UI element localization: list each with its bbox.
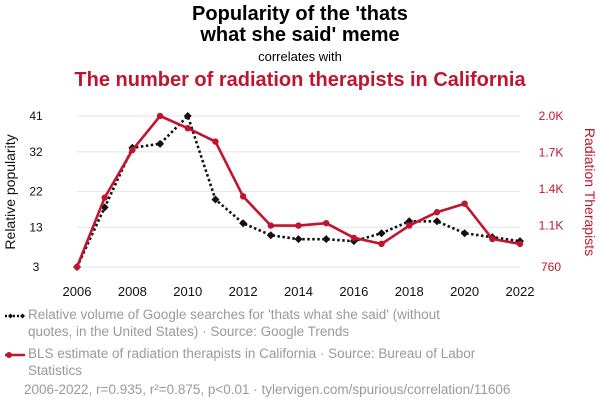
- data-point-radiation-therapists: [73, 263, 81, 271]
- chart-title-line-2: what she said' meme: [200, 24, 400, 46]
- x-tick-label: 2022: [506, 284, 535, 299]
- data-point-google-searches: [377, 229, 386, 238]
- data-point-google-searches: [460, 229, 469, 238]
- y-left-tick-label: 22: [29, 185, 43, 199]
- x-tick-label: 2014: [284, 284, 313, 299]
- y-left-tick-label: 32: [29, 145, 43, 159]
- chart-title: Popularity of the 'thats what she said' …: [0, 4, 600, 46]
- data-point-google-searches: [239, 219, 248, 228]
- data-point-radiation-therapists: [156, 112, 164, 120]
- data-point-radiation-therapists: [433, 209, 441, 216]
- chart-title-line-1: Popularity of the 'thats: [192, 3, 408, 25]
- data-point-radiation-therapists: [295, 222, 302, 229]
- data-point-radiation-therapists: [461, 200, 468, 207]
- y-right-tick-label: 760: [541, 260, 561, 274]
- x-tick-label: 2006: [63, 284, 92, 299]
- data-point-radiation-therapists: [239, 193, 247, 200]
- y-right-axis-label: Radiation Therapists: [582, 128, 598, 256]
- data-point-google-searches: [266, 231, 275, 240]
- footer-stats: 2006-2022, r=0.935, r²=0.875, p<0.01 · t…: [24, 382, 511, 397]
- data-point-google-searches: [211, 195, 220, 204]
- axis-text: 3 13 22 32 41 760 1.1K 1.4K 1.7K 2.0K 2006 2008 2010…: [2, 109, 598, 299]
- y-left-tick-label: 41: [29, 109, 43, 123]
- y-right-tick-label: 1.7K: [539, 146, 564, 160]
- data-point-radiation-therapists: [212, 138, 219, 145]
- y-right-tick-label: 1.1K: [539, 219, 564, 233]
- chart-subtitle: The number of radiation therapists in Ca…: [74, 69, 526, 91]
- grid-lines: [77, 115, 520, 268]
- correlates-with-label: correlates with: [258, 49, 342, 64]
- y-left-axis-label: Relative popularity: [2, 134, 18, 249]
- legend-marker-dotted-line-icon: [5, 313, 25, 319]
- data-point-google-searches: [322, 235, 331, 244]
- data-point-radiation-therapists: [406, 222, 413, 229]
- y-left-tick-label: 13: [29, 220, 43, 234]
- x-tick-label: 2020: [450, 284, 479, 299]
- data-point-radiation-therapists: [489, 235, 496, 243]
- x-tick-label: 2012: [229, 284, 258, 299]
- data-point-radiation-therapists: [184, 124, 191, 132]
- x-tick-label: 2016: [339, 284, 368, 299]
- data-point-google-searches: [294, 235, 303, 244]
- data-point-google-searches: [156, 139, 165, 148]
- x-tick-label: 2008: [118, 284, 147, 299]
- y-left-tick-label: 3: [33, 260, 40, 274]
- legend-label-radiation-therapists: BLS estimate of radiation therapists in …: [28, 346, 476, 378]
- data-point-google-searches: [183, 112, 192, 120]
- data-point-radiation-therapists: [516, 240, 524, 248]
- data-point-radiation-therapists: [101, 194, 108, 201]
- series-layer: [73, 112, 524, 271]
- x-tick-label: 2018: [395, 284, 424, 299]
- data-point-radiation-therapists: [378, 240, 385, 248]
- legend-marker-solid-line-icon: [5, 352, 25, 358]
- data-point-radiation-therapists: [350, 234, 358, 241]
- data-point-google-searches: [432, 217, 441, 226]
- x-tick-label: 2010: [173, 284, 202, 299]
- data-point-radiation-therapists: [129, 146, 136, 154]
- y-right-tick-label: 2.0K: [539, 109, 564, 123]
- y-right-tick-label: 1.4K: [539, 182, 564, 196]
- data-point-radiation-therapists: [267, 222, 275, 229]
- legend-label-google-searches: Relative volume of Google searches for '…: [28, 307, 440, 339]
- data-point-radiation-therapists: [322, 219, 330, 227]
